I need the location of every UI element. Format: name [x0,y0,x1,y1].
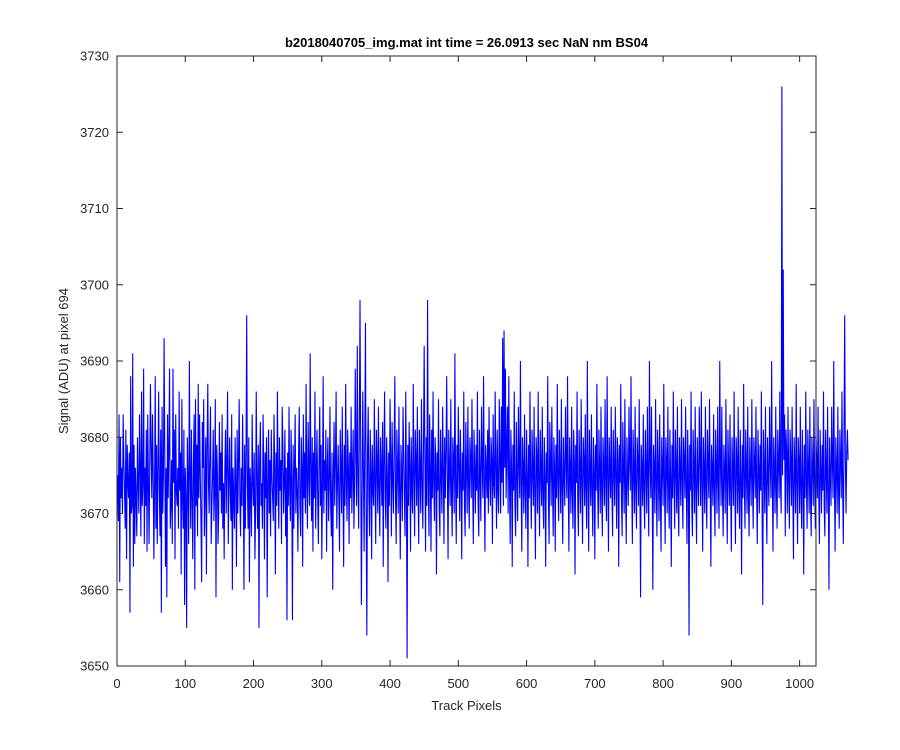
plot-area [117,56,816,666]
y-tick-label: 3690 [80,354,109,369]
x-tick-label: 500 [447,676,469,691]
x-tick-label: 200 [243,676,265,691]
x-tick-label: 400 [379,676,401,691]
x-axis-label: Track Pixels [431,698,502,713]
x-tick-label: 900 [721,676,743,691]
y-tick-label: 3670 [80,506,109,521]
x-tick-label: 600 [516,676,538,691]
x-tick-label: 800 [652,676,674,691]
chart-title: b2018040705_img.mat int time = 26.0913 s… [285,35,649,50]
x-axis-ticks: 0 100 200 300 400 500 600 700 800 900 1000 [113,56,814,691]
series-line-0 [117,86,849,659]
y-tick-label: 3680 [80,430,109,445]
y-tick-label: 3710 [80,201,109,216]
x-tick-label: 1000 [785,676,814,691]
x-tick-label: 300 [311,676,333,691]
y-tick-label: 3700 [80,277,109,292]
series-group [117,86,849,659]
x-tick-label: 700 [584,676,606,691]
y-axis-ticks: 3650 3660 3670 3680 3690 3700 3710 3720 3730 [80,49,816,674]
y-tick-label: 3730 [80,49,109,64]
y-tick-label: 3660 [80,582,109,597]
y-tick-label: 3720 [80,125,109,140]
x-tick-label: 0 [113,676,120,691]
y-tick-label: 3650 [80,659,109,674]
y-axis-label: Signal (ADU) at pixel 694 [56,288,71,434]
x-tick-label: 100 [174,676,196,691]
